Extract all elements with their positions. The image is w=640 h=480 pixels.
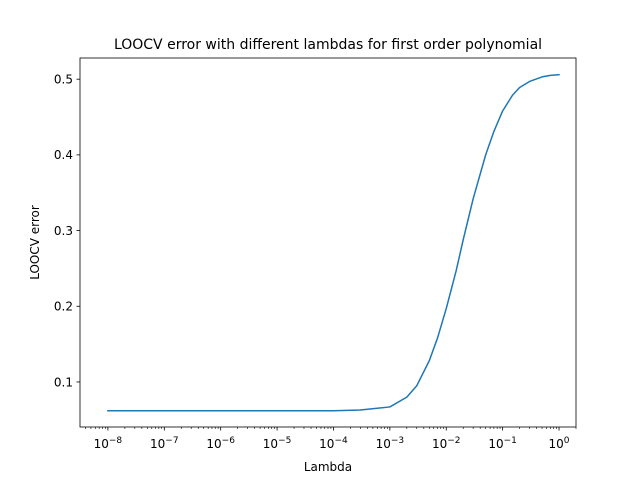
- x-tick-label: 10−7: [150, 436, 179, 451]
- y-tick-label: 0.1: [54, 375, 73, 389]
- y-tick-label: 0.4: [54, 148, 73, 162]
- x-tick-label: 10−6: [206, 436, 235, 451]
- series-layer: [107, 73, 560, 412]
- chart-title: LOOCV error with different lambdas for f…: [114, 37, 542, 53]
- x-tick-label: 10−2: [432, 436, 461, 451]
- x-tick-label: 100: [549, 436, 570, 451]
- x-tick-label: 10−3: [376, 436, 405, 451]
- series-line-0: [107, 73, 560, 412]
- plot-area: 10−8 10−7 10−6 10−5 10−4 10−3 10−2 10−1 100 0.10…: [54, 57, 577, 451]
- y-tick-label: 0.5: [54, 72, 73, 86]
- y-tick-label: 0.2: [54, 300, 73, 314]
- x-tick-label: 10−8: [94, 436, 123, 451]
- x-axis-ticks: 10−8 10−7 10−6 10−5 10−4 10−3 10−2 10−1 100: [85, 427, 577, 451]
- y-axis-label: LOOCV error: [28, 205, 42, 280]
- x-tick-label: 10−5: [263, 436, 292, 451]
- y-tick-label: 0.3: [54, 224, 73, 238]
- x-axis-label: Lambda: [304, 460, 352, 474]
- x-tick-label: 10−4: [319, 436, 348, 451]
- x-tick-label: 10−1: [488, 436, 517, 451]
- y-axis-ticks: 0.1 0.2 0.3 0.4 0.5: [54, 72, 80, 389]
